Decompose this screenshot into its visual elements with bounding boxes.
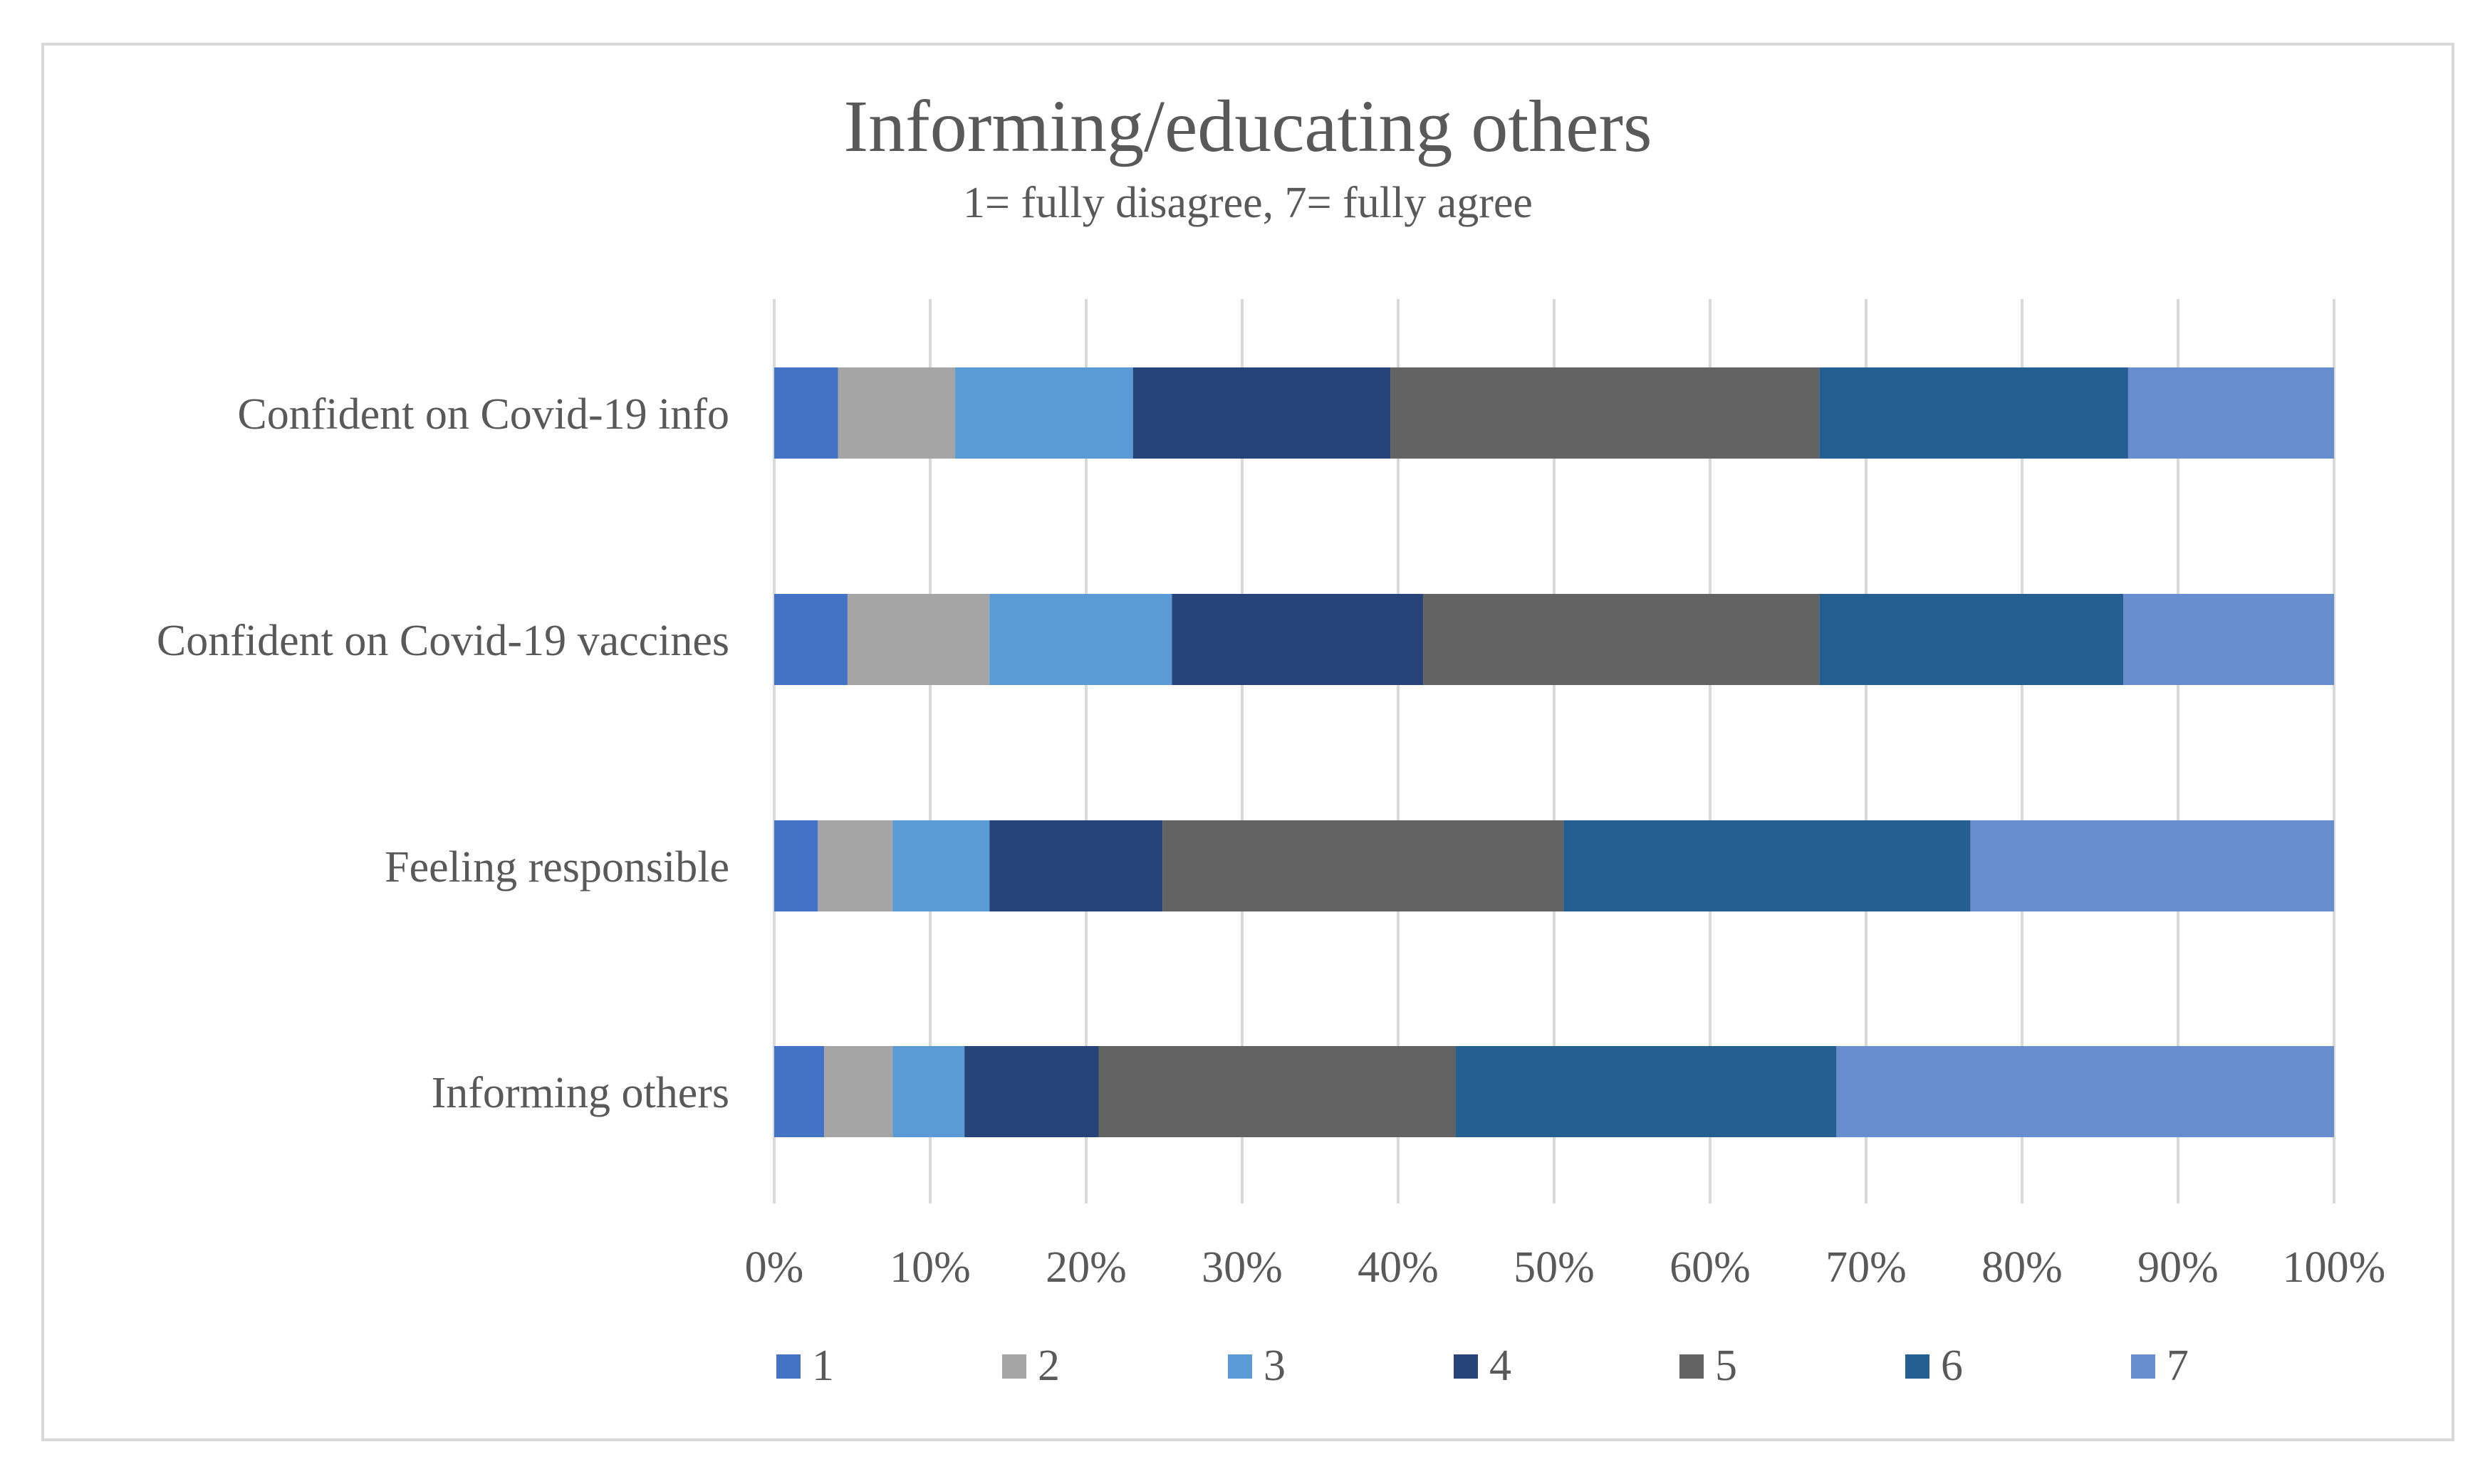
bar-segment [2123,594,2334,685]
x-tick-label: 20% [1046,1243,1127,1292]
x-tick-label: 30% [1202,1243,1283,1292]
bars [774,367,2334,1137]
legend-label: 3 [1264,1342,1286,1390]
bar-segment [774,820,818,911]
x-tick-label: 60% [1669,1243,1751,1292]
legend-swatch [1002,1354,1026,1379]
legend-label: 5 [1715,1342,1737,1390]
legend-swatch [2131,1354,2155,1379]
category-label: Feeling responsible [385,843,729,892]
x-tick-label: 0% [745,1243,804,1292]
legend-swatch [1679,1354,1704,1379]
x-tick-label: 40% [1358,1243,1439,1292]
x-tick-label: 10% [890,1243,971,1292]
bar-segment [1970,820,2334,911]
legend-swatch [1228,1354,1252,1379]
legend-swatch [1454,1354,1478,1379]
bar-segment [824,1046,893,1137]
x-tick-labels: 0% 10% 20% 30% 40% 50% 60% 70% 80% 90% 100% [745,1243,2386,1292]
chart-subtitle: 1= fully disagree, 7= fully agree [963,179,1533,227]
bar-segment [892,1046,965,1137]
bar-segment [989,594,1172,685]
legend-swatch [1905,1354,1929,1379]
legend-label: 7 [2167,1342,2189,1390]
x-tick-label: 90% [2137,1243,2219,1292]
bar-segment [1162,820,1564,911]
bar-segment [1172,594,1424,685]
bar-segment [774,594,848,685]
x-tick-label: 80% [1981,1243,2063,1292]
bar-segment [2127,367,2334,459]
bar-segment [1423,594,1820,685]
bar-segment [847,594,990,685]
bar-segment [1563,820,1971,911]
bar-segment [818,820,893,911]
bar-segment [838,367,956,459]
category-label: Informing others [432,1069,729,1117]
legend-label: 1 [812,1342,834,1390]
bar-segment [1132,367,1391,459]
bar-segment [1456,1046,1837,1137]
bar-segment [1819,367,2128,459]
bar-segment [1819,594,2124,685]
bar-segment [989,820,1163,911]
bar-segment [774,367,838,459]
bar-segment [1098,1046,1457,1137]
legend-label: 2 [1038,1342,1060,1390]
bar-segment [955,367,1133,459]
x-tick-label: 50% [1514,1243,1595,1292]
legend-swatch [776,1354,801,1379]
bar-segment [774,1046,825,1137]
chart-title: Informing/educating others [843,85,1652,167]
category-label: Confident on Covid-19 info [237,390,729,439]
bar-segment [1390,367,1820,459]
bar-segment [964,1046,1099,1137]
x-tick-label: 100% [2283,1243,2386,1292]
bar-segment [1836,1046,2334,1137]
legend-label: 4 [1489,1342,1511,1390]
legend-label: 6 [1941,1342,1963,1390]
category-label: Confident on Covid-19 vaccines [157,617,729,665]
x-tick-label: 70% [1825,1243,1907,1292]
legend: 1 2 3 4 5 6 7 [776,1342,2189,1390]
bar-segment [892,820,990,911]
chart-frame [41,43,2454,1441]
category-labels: Confident on Covid-19 info Confident on C… [157,390,729,1117]
